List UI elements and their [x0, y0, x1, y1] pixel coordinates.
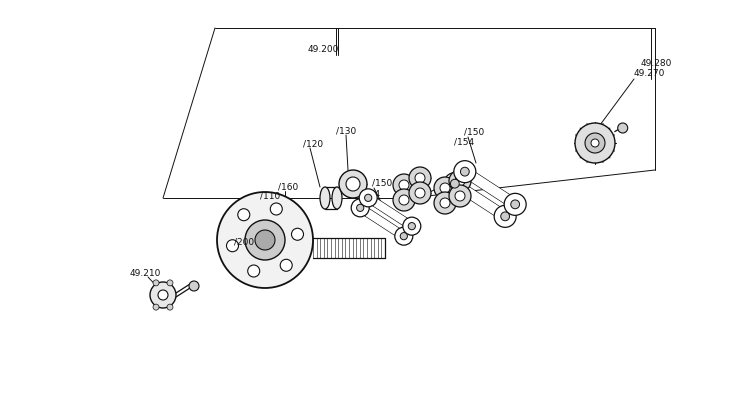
Circle shape [511, 200, 519, 209]
Circle shape [449, 170, 471, 192]
Circle shape [591, 139, 599, 147]
Text: /140: /140 [435, 178, 455, 188]
Circle shape [150, 282, 176, 308]
Circle shape [395, 227, 413, 245]
Ellipse shape [320, 187, 330, 209]
Circle shape [451, 179, 459, 188]
Circle shape [247, 265, 259, 277]
Text: /160: /160 [278, 182, 298, 192]
Circle shape [255, 230, 275, 250]
Circle shape [408, 222, 416, 230]
Circle shape [585, 133, 605, 153]
Circle shape [291, 228, 304, 240]
Circle shape [270, 203, 282, 215]
Circle shape [449, 185, 471, 207]
Circle shape [393, 174, 415, 196]
Circle shape [455, 191, 465, 201]
Circle shape [504, 193, 526, 215]
Circle shape [440, 198, 450, 208]
Circle shape [440, 183, 450, 193]
Text: /200: /200 [234, 238, 254, 246]
Circle shape [167, 280, 173, 286]
Circle shape [409, 167, 431, 189]
Circle shape [453, 161, 476, 183]
Circle shape [415, 173, 425, 183]
Circle shape [359, 189, 377, 207]
Circle shape [158, 290, 168, 300]
Circle shape [403, 217, 421, 235]
Circle shape [167, 304, 173, 310]
Polygon shape [462, 168, 518, 208]
Circle shape [393, 189, 415, 211]
Polygon shape [366, 194, 414, 230]
Text: /130: /130 [336, 126, 356, 136]
Polygon shape [358, 204, 406, 240]
Circle shape [400, 232, 408, 240]
Circle shape [356, 204, 364, 212]
Text: 49.210: 49.210 [130, 268, 162, 278]
Circle shape [238, 209, 250, 221]
Circle shape [399, 180, 409, 190]
Circle shape [227, 240, 239, 252]
Circle shape [434, 192, 456, 214]
Text: 49.280: 49.280 [641, 60, 672, 68]
Text: 49.200: 49.200 [308, 46, 339, 54]
Circle shape [365, 194, 372, 202]
Circle shape [399, 195, 409, 205]
Circle shape [346, 177, 360, 191]
Circle shape [351, 199, 369, 217]
Text: /120: /120 [303, 140, 323, 148]
Text: /110: /110 [260, 192, 280, 200]
Circle shape [501, 212, 510, 221]
Polygon shape [452, 180, 508, 220]
Circle shape [494, 205, 516, 227]
Circle shape [153, 280, 159, 286]
Text: /150: /150 [372, 178, 392, 188]
Text: /150: /150 [464, 128, 485, 136]
Circle shape [409, 182, 431, 204]
Circle shape [280, 259, 292, 271]
Text: /154: /154 [360, 190, 380, 198]
Circle shape [444, 173, 466, 195]
Circle shape [153, 304, 159, 310]
Circle shape [575, 123, 615, 163]
Circle shape [460, 167, 469, 176]
Circle shape [339, 170, 367, 198]
Circle shape [217, 192, 313, 288]
Circle shape [618, 123, 628, 133]
Circle shape [455, 176, 465, 186]
Circle shape [415, 188, 425, 198]
Circle shape [245, 220, 285, 260]
Circle shape [189, 281, 199, 291]
Text: /154: /154 [454, 138, 474, 146]
Text: 49.270: 49.270 [634, 70, 665, 78]
Circle shape [434, 177, 456, 199]
Ellipse shape [332, 187, 342, 209]
